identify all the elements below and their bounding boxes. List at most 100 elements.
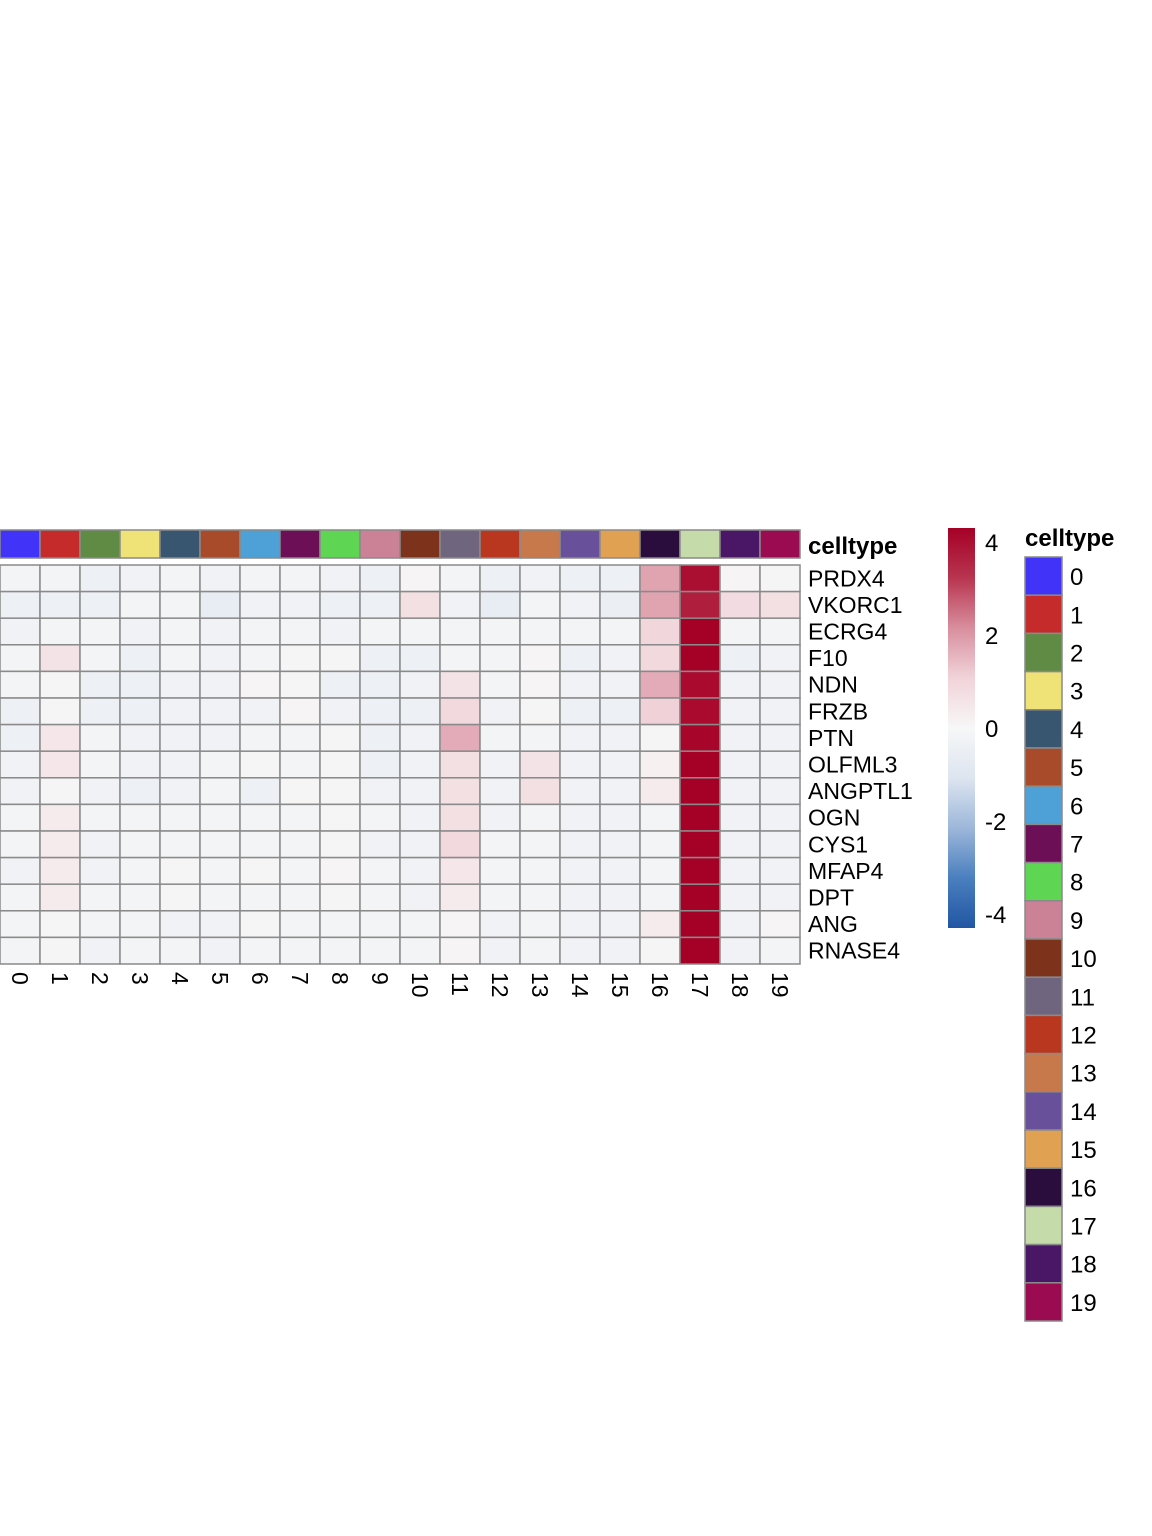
heatmap-cell xyxy=(559,590,601,619)
heatmap-cell xyxy=(599,936,641,965)
row-label: ECRG4 xyxy=(808,619,887,645)
heatmap-cell xyxy=(359,644,401,673)
heatmap-cell xyxy=(759,910,801,939)
annotation-cell-3 xyxy=(119,529,161,559)
legend-swatch-7 xyxy=(1024,823,1063,864)
legend-label: 3 xyxy=(1070,679,1083,706)
annotation-cell-17 xyxy=(679,529,721,559)
column-label: 2 xyxy=(87,972,113,985)
heatmap-cell xyxy=(159,750,201,779)
column-label: 9 xyxy=(367,972,393,985)
heatmap-cell xyxy=(79,564,121,593)
heatmap-cell xyxy=(159,883,201,912)
heatmap-cell xyxy=(279,830,321,859)
heatmap-cell xyxy=(679,697,721,726)
heatmap-cell xyxy=(279,670,321,699)
heatmap-cell xyxy=(239,936,281,965)
heatmap-cell xyxy=(239,803,281,832)
row-label: PTN xyxy=(808,725,854,751)
heatmap-cell xyxy=(759,750,801,779)
heatmap-cell xyxy=(79,936,121,965)
legend-swatch-15 xyxy=(1024,1129,1063,1169)
row-label: ANG xyxy=(808,911,858,937)
heatmap-cell xyxy=(319,697,361,726)
heatmap-cell xyxy=(359,564,401,593)
heatmap-cell xyxy=(719,564,761,593)
heatmap-cell xyxy=(519,617,561,646)
heatmap-cell xyxy=(239,670,281,699)
heatmap-cell xyxy=(639,883,681,912)
annotation-cell-15 xyxy=(599,529,641,559)
annotation-cell-18 xyxy=(719,529,761,559)
heatmap-cell xyxy=(639,856,681,885)
row-label: OLFML3 xyxy=(808,752,897,778)
annotation-cell-12 xyxy=(479,529,521,559)
heatmap-cell xyxy=(439,617,481,646)
heatmap-cell xyxy=(519,723,561,752)
heatmap-cell xyxy=(359,856,401,885)
heatmap-cell xyxy=(479,910,521,939)
legend-swatch-1 xyxy=(1024,594,1063,635)
heatmap-cell xyxy=(399,830,441,859)
heatmap-cell xyxy=(79,777,121,806)
heatmap-cell xyxy=(119,910,161,939)
heatmap-cell xyxy=(559,910,601,939)
heatmap-cell xyxy=(199,856,241,885)
column-label: 11 xyxy=(447,972,473,996)
row-label: OGN xyxy=(808,805,860,831)
heatmap-cell xyxy=(0,617,41,646)
heatmap-cell xyxy=(439,830,481,859)
heatmap-cell xyxy=(479,936,521,965)
heatmap-cell xyxy=(0,590,41,619)
heatmap-cell xyxy=(519,590,561,619)
heatmap-cell xyxy=(639,670,681,699)
legend-swatch-18 xyxy=(1024,1243,1063,1284)
annotation-cell-6 xyxy=(239,529,281,559)
heatmap-cell xyxy=(239,564,281,593)
heatmap-cell xyxy=(119,697,161,726)
heatmap-cell xyxy=(719,617,761,646)
legend-swatch-17 xyxy=(1024,1205,1063,1246)
heatmap-cell xyxy=(0,856,41,885)
heatmap-cell xyxy=(359,723,401,752)
heatmap-cell xyxy=(359,803,401,832)
heatmap-cell xyxy=(639,803,681,832)
heatmap-cell xyxy=(399,777,441,806)
heatmap-cell xyxy=(319,590,361,619)
heatmap-cell xyxy=(359,777,401,806)
row-label: NDN xyxy=(808,672,858,698)
legend-swatch-19 xyxy=(1024,1282,1063,1322)
heatmap-cell xyxy=(79,830,121,859)
column-label: 17 xyxy=(687,972,713,998)
heatmap-cell xyxy=(519,910,561,939)
row-label: VKORC1 xyxy=(808,592,903,618)
heatmap-cell xyxy=(759,697,801,726)
heatmap-cell xyxy=(719,777,761,806)
row-label: CYS1 xyxy=(808,831,868,857)
color-scale-tick: 0 xyxy=(985,716,998,743)
heatmap-cell xyxy=(639,564,681,593)
heatmap-cell xyxy=(559,830,601,859)
heatmap-cell xyxy=(39,936,81,965)
heatmap-cell xyxy=(559,670,601,699)
heatmap-cell xyxy=(319,777,361,806)
celltype-annotation-bar xyxy=(0,529,801,559)
heatmap-cell xyxy=(439,936,481,965)
heatmap-cell xyxy=(39,697,81,726)
row-label: MFAP4 xyxy=(808,858,884,884)
heatmap-cell xyxy=(479,803,521,832)
heatmap-cell xyxy=(519,830,561,859)
heatmap-cell xyxy=(199,617,241,646)
legend-title: celltype xyxy=(1025,525,1114,552)
heatmap-cell xyxy=(239,777,281,806)
heatmap-cell xyxy=(439,670,481,699)
heatmap-cell xyxy=(279,617,321,646)
heatmap-cell xyxy=(119,830,161,859)
heatmap-cell xyxy=(199,750,241,779)
heatmap-cell xyxy=(719,644,761,673)
heatmap-cell xyxy=(679,750,721,779)
heatmap-cell xyxy=(599,590,641,619)
heatmap-cell xyxy=(639,644,681,673)
annotation-cell-14 xyxy=(559,529,601,559)
row-label: RNASE4 xyxy=(808,938,900,964)
